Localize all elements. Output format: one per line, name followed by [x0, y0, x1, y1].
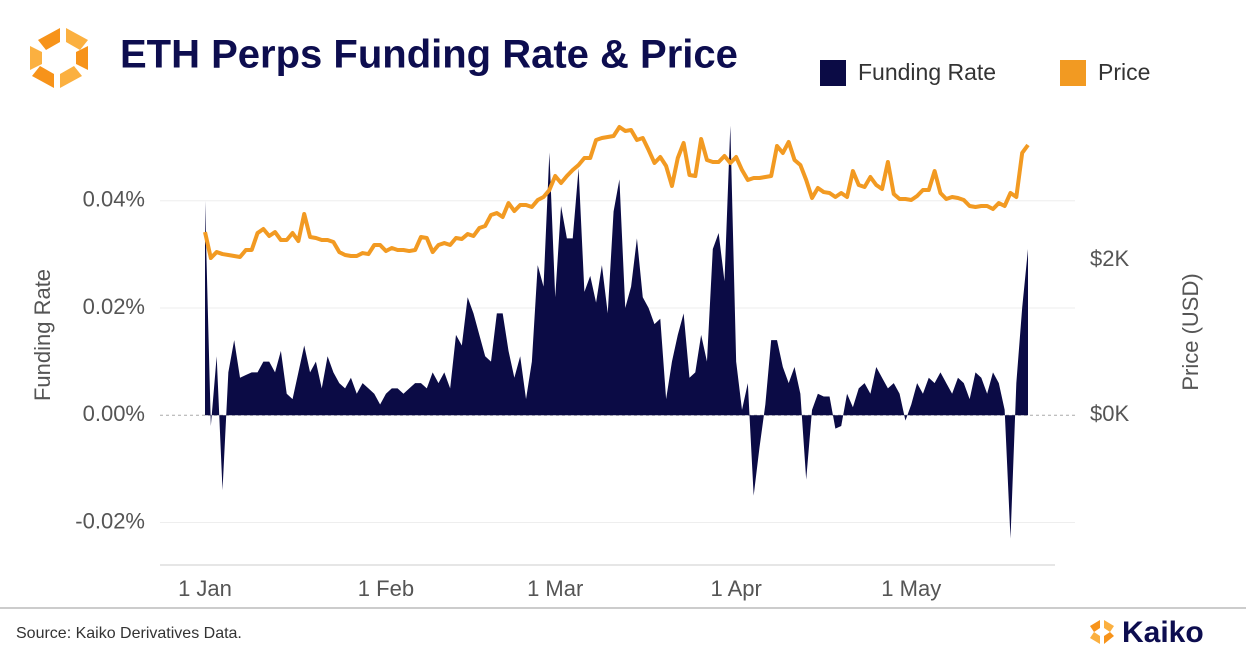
legend-label: Funding Rate: [858, 59, 996, 85]
logo-part: [38, 28, 60, 50]
y2-axis-title: Price (USD): [1178, 273, 1203, 390]
y-tick-label: 0.04%: [83, 187, 145, 212]
logo-part: [60, 66, 82, 88]
legend-swatch: [1060, 60, 1086, 86]
y-axis-title: Funding Rate: [30, 269, 55, 401]
x-tick-label: 1 Apr: [710, 576, 761, 601]
y2-tick-label: $2K: [1090, 246, 1129, 271]
x-tick-label: 1 Feb: [358, 576, 414, 601]
logo-part: [1104, 620, 1114, 632]
funding-area: [205, 125, 1028, 539]
x-tick-label: 1 Jan: [178, 576, 232, 601]
y2-tick-label: $0K: [1090, 401, 1129, 426]
legend-swatch: [820, 60, 846, 86]
logo-part: [76, 46, 88, 70]
logo-part: [1104, 632, 1114, 644]
logo: [30, 28, 88, 88]
logo-part: [1090, 620, 1100, 632]
source: Source: Kaiko Derivatives Data.: [16, 625, 242, 642]
logo-part: [30, 46, 42, 70]
chart-title: ETH Perps Funding Rate & Price: [120, 33, 738, 77]
y-tick-label: -0.02%: [75, 508, 145, 533]
logo-part: [1090, 632, 1100, 644]
x-tick-label: 1 Mar: [527, 576, 583, 601]
y-tick-label: 0.00%: [83, 401, 145, 426]
x-tick-label: 1 May: [881, 576, 941, 601]
legend-label: Price: [1098, 59, 1150, 85]
logo-part: [66, 28, 88, 50]
logo-part: [32, 66, 54, 88]
y-tick-label: 0.02%: [83, 294, 145, 319]
price-line: [203, 125, 1030, 261]
brand-logo: [1090, 620, 1114, 644]
brand: Kaiko: [1122, 616, 1204, 649]
